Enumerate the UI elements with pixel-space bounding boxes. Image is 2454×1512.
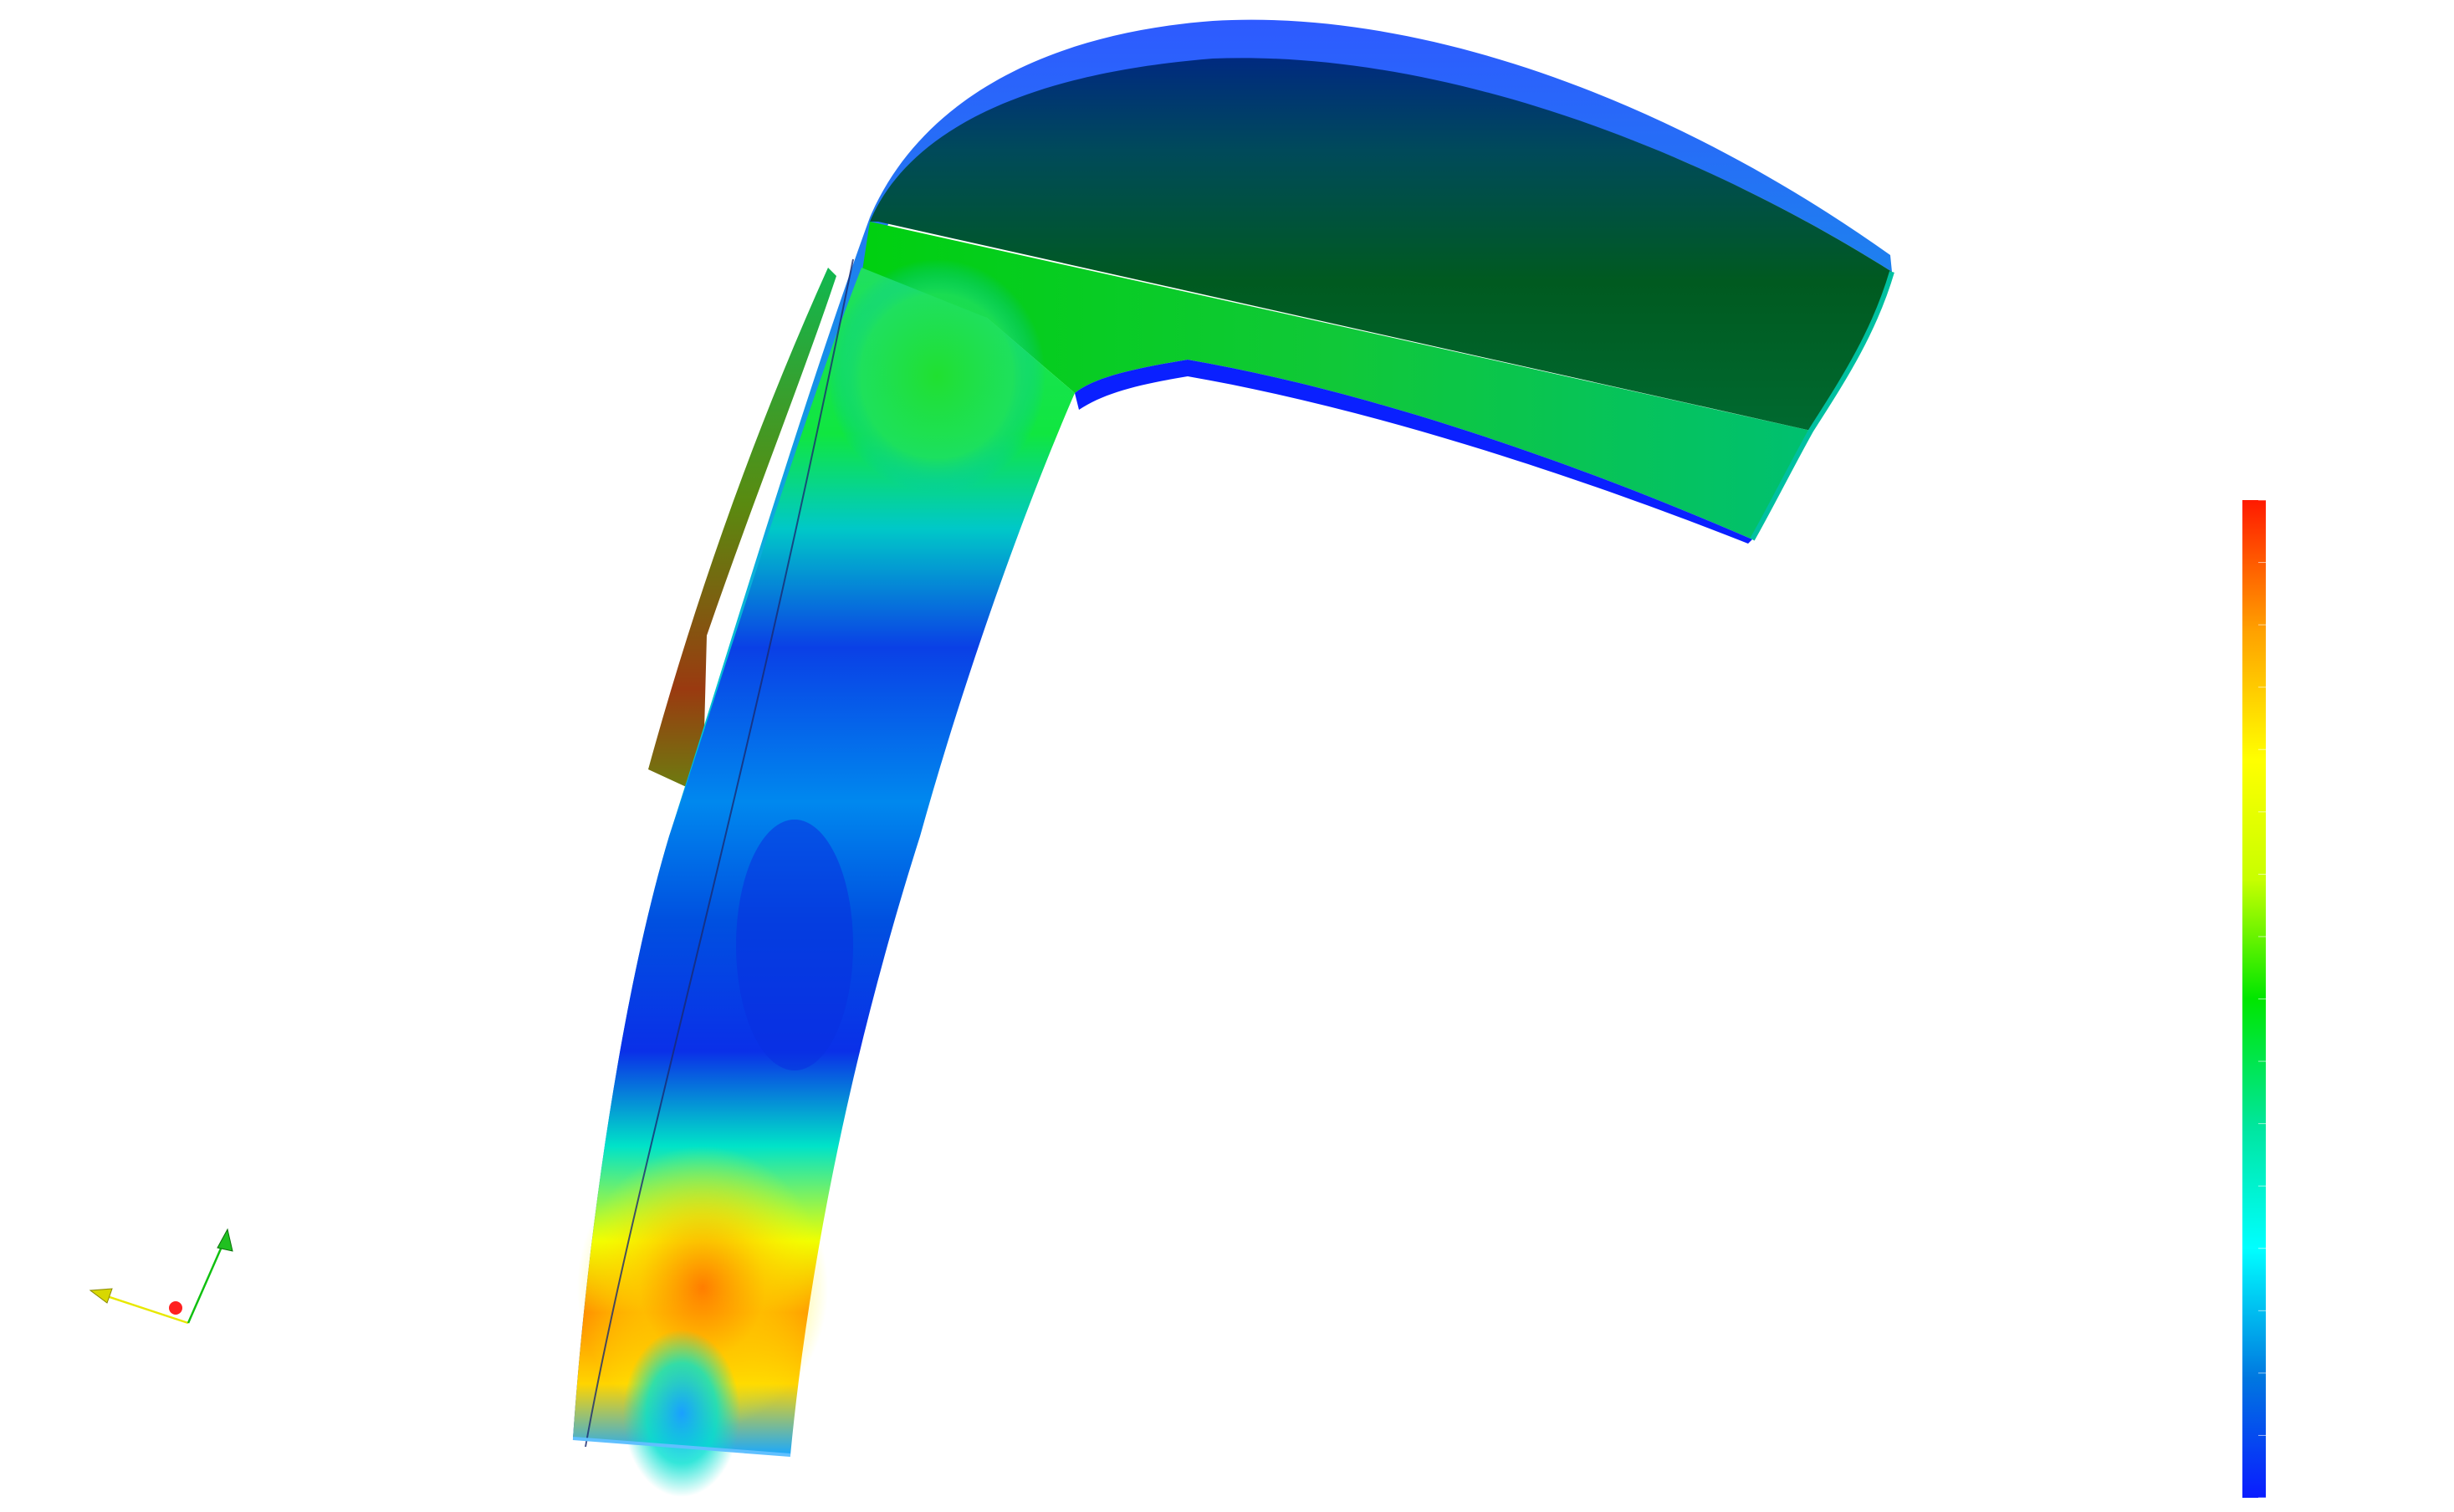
pipe-outlet-rim (1750, 271, 1894, 541)
axis-x-arrow-icon (89, 1288, 113, 1304)
color-legend[interactable] (2242, 499, 2266, 1499)
pipe-flange-surface (648, 268, 836, 794)
pipe-arm-top-face (870, 58, 1892, 431)
pipe-leg-coolspot (623, 1330, 740, 1497)
axis-y-line (187, 1240, 226, 1324)
pipe-arm-lower-face (861, 222, 1811, 539)
pipe-seam-line (585, 258, 854, 1448)
pipe-inlet-rim (572, 1437, 791, 1457)
pipe-arm-lower-edge (1075, 360, 1752, 544)
color-legend-ticks (2258, 499, 2266, 1499)
pipe-model[interactable] (572, 19, 1894, 1497)
orientation-axes-icon[interactable] (89, 1228, 233, 1325)
axis-z-marker-icon (169, 1301, 182, 1315)
pipe-elbow-hotspot (828, 259, 1046, 493)
pipe-leg-lowband (736, 820, 853, 1070)
axis-x-line (101, 1293, 189, 1325)
axis-y-arrow-icon (217, 1228, 233, 1252)
